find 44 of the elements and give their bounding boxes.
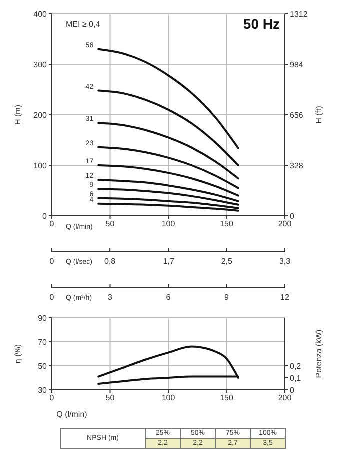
y-tick-label: 50: [38, 362, 48, 371]
y2-axis-title: H (ft): [314, 106, 324, 124]
y-tick-label: 100: [34, 161, 48, 170]
x-tick-label: 200: [278, 220, 292, 229]
y-axis-title: H (m): [14, 104, 22, 125]
y-tick-label: 90: [38, 314, 48, 323]
x2-tick-label: 3,3: [279, 257, 292, 266]
y-tick-label: 400: [34, 10, 48, 19]
y-tick-label: 0: [42, 212, 48, 221]
y2-tick-label: 984: [290, 60, 304, 70]
y2-tick-label: 328: [290, 161, 304, 170]
x-tick-label: 200: [278, 394, 292, 403]
x-tick-label: 50: [106, 220, 116, 229]
x2-tick-label: 6: [166, 293, 172, 302]
y-tick-label: 200: [34, 110, 48, 120]
x-tick-label: 0: [50, 220, 55, 229]
y2-tick-label: 1312: [290, 10, 308, 19]
y2-axis-title: Potenza (kW): [314, 329, 324, 378]
x2-tick-label: 3: [108, 293, 114, 302]
y2-tick-label: 0: [290, 212, 295, 221]
y-tick-label: 300: [34, 60, 48, 70]
x2-tick-label: 2,5: [221, 257, 234, 266]
x2-tick-label: 9: [224, 293, 230, 302]
annotation: MEI ≥ 0,4: [62, 18, 104, 31]
x2-tick-label: 0,8: [104, 257, 116, 266]
x-axis-title: Q (l/min): [56, 410, 88, 419]
annotation: 50 Hz: [240, 16, 283, 32]
y2-tick-label: 0,1: [290, 374, 302, 383]
x2-tick-label: 0: [50, 257, 55, 266]
x-tick-label: 100: [162, 220, 176, 229]
y-axis-title: η (%): [14, 344, 22, 364]
y-tick-label: 30: [38, 386, 48, 395]
x-tick-label: 0: [50, 394, 55, 403]
x-tick-label: 150: [220, 220, 234, 229]
y2-tick-label: 656: [290, 110, 304, 120]
y2-tick-label: 0: [290, 386, 295, 395]
x2-tick-label: 1,7: [163, 257, 175, 266]
x-tick-label: 100: [162, 394, 176, 403]
x-tick-label: 50: [106, 394, 116, 403]
x2-tick-label: 12: [280, 293, 290, 302]
y2-tick-label: 0,2: [290, 362, 302, 371]
x-tick-label: 150: [220, 394, 234, 403]
y-tick-label: 70: [38, 338, 48, 347]
x2-tick-label: 0: [50, 293, 55, 302]
